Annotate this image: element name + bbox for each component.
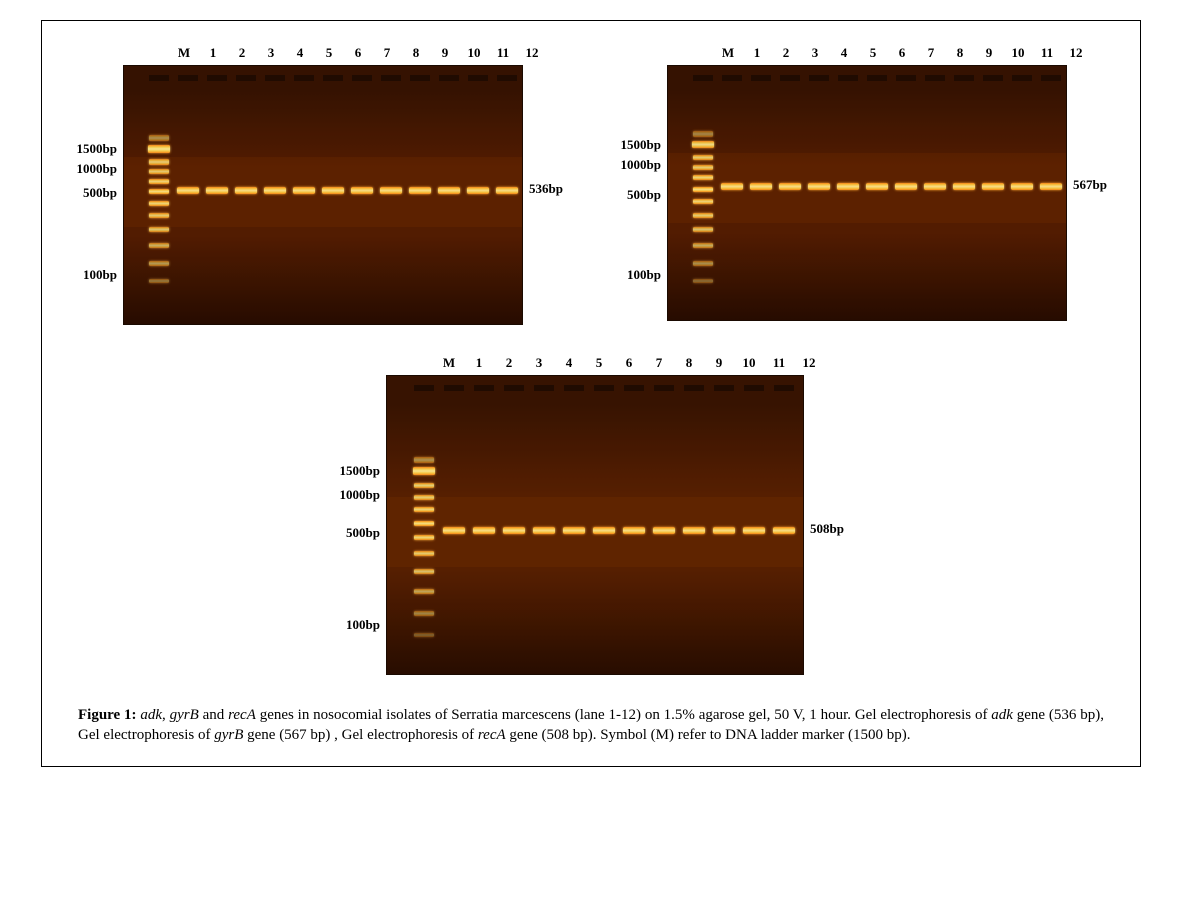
lane-label: M [439, 355, 459, 371]
lane-label: 5 [863, 45, 883, 61]
lane-label: 3 [529, 355, 549, 371]
product-size-label: 536bp [523, 65, 579, 325]
lane-label: 9 [709, 355, 729, 371]
gel-body-row: 1500bp 1000bp 500bp 100bp 567bp [603, 65, 1123, 321]
lane-header: M123456789101112 [692, 45, 1092, 61]
gel-image [123, 65, 523, 325]
caption-text: , [162, 707, 170, 723]
lane-label: 8 [406, 45, 426, 61]
lane-label: 9 [435, 45, 455, 61]
lane-label: 1 [203, 45, 223, 61]
marker-label: 1500bp [340, 463, 380, 479]
lane-label: 4 [559, 355, 579, 371]
lane-label: 11 [1037, 45, 1057, 61]
marker-labels: 1500bp 1000bp 500bp 100bp [59, 65, 123, 325]
lane-label: M [718, 45, 738, 61]
lane-header: M123456789101112 [148, 45, 548, 61]
lane-label: 6 [619, 355, 639, 371]
lane-label: 5 [589, 355, 609, 371]
lane-label: 8 [950, 45, 970, 61]
marker-label: 1000bp [340, 487, 380, 503]
product-size-label: 567bp [1067, 65, 1123, 321]
lane-label: 4 [290, 45, 310, 61]
caption-text: and [199, 707, 228, 723]
lane-label: 7 [377, 45, 397, 61]
lane-label: 1 [747, 45, 767, 61]
figure-caption: Figure 1: adk, gyrB and recA genes in no… [78, 705, 1104, 746]
lane-label: 2 [776, 45, 796, 61]
marker-label: 500bp [346, 525, 380, 541]
caption-text: gene (508 bp). Symbol (M) refer to DNA l… [506, 727, 911, 743]
lane-label: 3 [805, 45, 825, 61]
gel-row-bottom: M1234567891011121500bp1000bp500bp100bp50… [78, 355, 1104, 675]
lane-label: 8 [679, 355, 699, 371]
gel-panel-gyrb: M1234567891011121500bp1000bp500bp100bp56… [603, 45, 1123, 325]
marker-label: 100bp [627, 267, 661, 283]
caption-gene: recA [228, 707, 256, 723]
lane-label: 3 [261, 45, 281, 61]
lane-label: 9 [979, 45, 999, 61]
caption-lead: Figure 1: [78, 707, 137, 723]
lane-header: M123456789101112 [411, 355, 829, 371]
lane-label: 7 [649, 355, 669, 371]
lane-label: 12 [1066, 45, 1086, 61]
marker-labels: 1500bp 1000bp 500bp 100bp [603, 65, 667, 321]
lane-label: 5 [319, 45, 339, 61]
marker-label: 500bp [627, 187, 661, 203]
caption-gene: gyrB [170, 707, 199, 723]
marker-label: 1500bp [621, 137, 661, 153]
marker-label: 100bp [346, 617, 380, 633]
lane-label: 10 [1008, 45, 1028, 61]
gel-row-top: M1234567891011121500bp1000bp500bp100bp53… [78, 45, 1104, 325]
lane-label: 10 [739, 355, 759, 371]
lane-label: 4 [834, 45, 854, 61]
lane-label: 12 [799, 355, 819, 371]
lane-label: 11 [493, 45, 513, 61]
caption-text: genes in nosocomial isolates of Serratia… [256, 707, 991, 723]
product-size-label: 508bp [804, 375, 860, 675]
marker-label: 100bp [83, 267, 117, 283]
marker-label: 1000bp [77, 161, 117, 177]
marker-label: 500bp [83, 185, 117, 201]
marker-label: 1000bp [621, 157, 661, 173]
caption-gene: adk [140, 707, 162, 723]
lane-label: 12 [522, 45, 542, 61]
lane-label: 2 [232, 45, 252, 61]
caption-gene: gyrB [214, 727, 243, 743]
gel-body-row: 1500bp 1000bp 500bp 100bp 508bp [322, 375, 860, 675]
caption-gene: adk [991, 707, 1013, 723]
lane-label: 11 [769, 355, 789, 371]
lane-label: 2 [499, 355, 519, 371]
lane-label: 1 [469, 355, 489, 371]
gel-body-row: 1500bp 1000bp 500bp 100bp 536bp [59, 65, 579, 325]
lane-label: 6 [892, 45, 912, 61]
caption-gene: recA [478, 727, 506, 743]
gel-image [386, 375, 804, 675]
lane-label: M [174, 45, 194, 61]
gel-image [667, 65, 1067, 321]
marker-label: 1500bp [77, 141, 117, 157]
lane-label: 7 [921, 45, 941, 61]
lane-label: 10 [464, 45, 484, 61]
lane-label: 6 [348, 45, 368, 61]
gel-panel-adk: M1234567891011121500bp1000bp500bp100bp53… [59, 45, 579, 325]
figure-frame: M1234567891011121500bp1000bp500bp100bp53… [41, 20, 1141, 767]
gel-panel-reca: M1234567891011121500bp1000bp500bp100bp50… [322, 355, 860, 675]
marker-labels: 1500bp 1000bp 500bp 100bp [322, 375, 386, 675]
caption-text: gene (567 bp) , Gel electrophoresis of [243, 727, 478, 743]
